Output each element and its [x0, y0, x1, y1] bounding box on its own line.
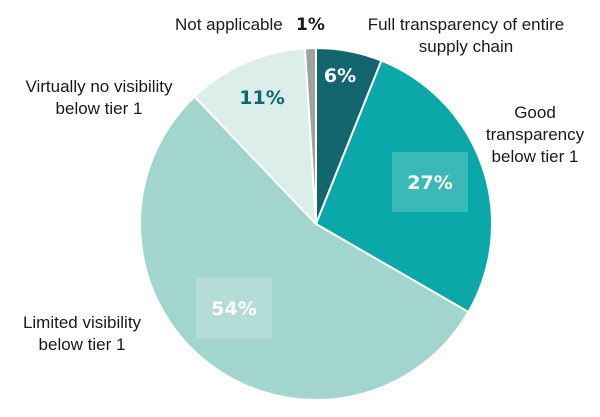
slice-label-full-transparency-line2: supply chain [419, 37, 514, 56]
pie-slice-11pct [193, 47, 318, 227]
slice-54-label-box [196, 277, 272, 339]
slice-27-label-box [392, 152, 468, 212]
slice-label-good-transparency-line2: transparency [486, 125, 585, 144]
slice-6-value-label: 6% [324, 65, 356, 87]
slice-label-good-transparency-line3: below tier 1 [492, 147, 579, 166]
slice-label-good-transparency-line1: Good [514, 103, 556, 122]
pie-slice-54pct [138, 95, 470, 401]
slice-label-no-visibility-line2: below tier 1 [56, 99, 143, 118]
slice-label-full-transparency-line1: Full transparency of entire [368, 15, 565, 34]
slice-27-value-label: 27% [407, 172, 452, 194]
slice-label-limited-visibility-line1: Limited visibility [23, 313, 142, 332]
slice-54-value-label: 54% [211, 298, 256, 320]
slice-11-value-label: 11% [239, 87, 284, 109]
slice-label-not-applicable: Not applicable [175, 15, 283, 34]
slice-label-limited-visibility-line2: below tier 1 [39, 335, 126, 354]
slice-label-no-visibility-line1: Virtually no visibility [25, 77, 173, 96]
slice-1-value-label: 1% [296, 15, 325, 35]
